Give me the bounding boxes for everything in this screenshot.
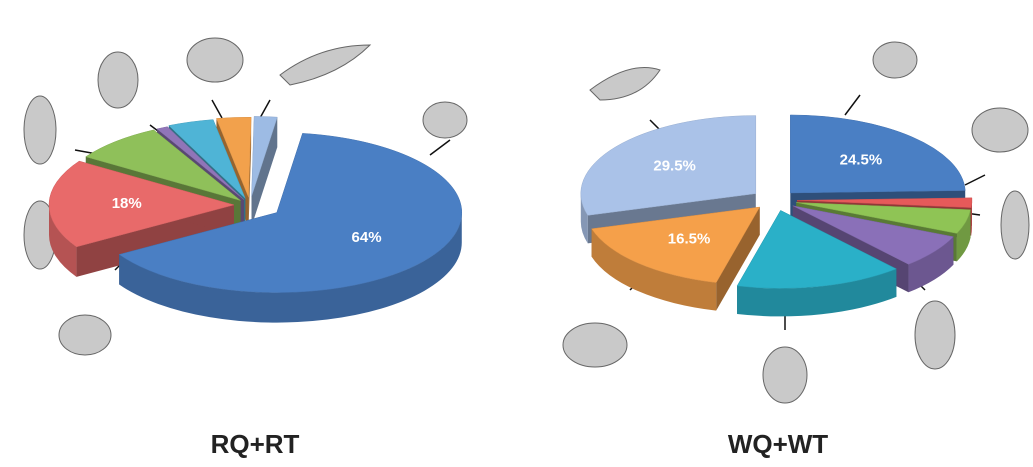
fossil-icon (423, 102, 467, 138)
fossil-icon (187, 38, 243, 82)
fossil-icon (915, 301, 955, 369)
fossil-icon (24, 96, 56, 164)
fossil-icon (563, 323, 627, 367)
fossil-icon (972, 108, 1028, 152)
fossil-icon (873, 42, 917, 78)
fossil-icon (280, 45, 370, 85)
data-label: 29.5% (653, 157, 696, 174)
fossil-icon (1001, 191, 1029, 259)
pie-slice (252, 116, 278, 226)
data-label: 16.5% (668, 230, 711, 247)
data-label: 18% (112, 195, 142, 212)
fossil-icon (59, 315, 111, 355)
data-label: 24.5% (840, 151, 883, 168)
fossil-icon (98, 52, 138, 108)
data-label: 64% (352, 229, 382, 246)
figure: RQ+RT WQ+WT 64% 18% 24.5% 16.5% 29.5% (0, 0, 1033, 467)
fossil-icon (763, 347, 807, 403)
chart-title: WQ+WT (728, 429, 828, 459)
fossil-icon (590, 68, 660, 101)
chart-title: RQ+RT (211, 429, 300, 459)
